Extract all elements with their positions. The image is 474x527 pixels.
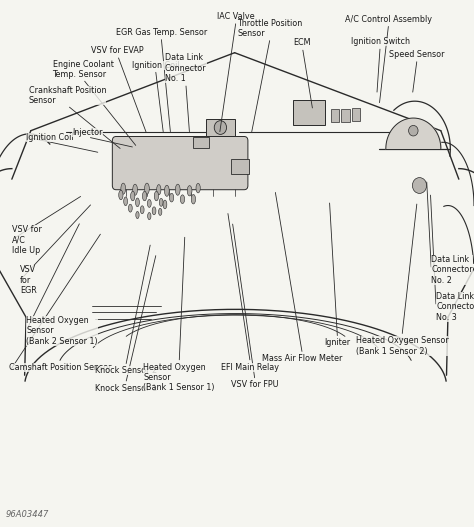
Text: Data Link
Connector
No. 3: Data Link Connector No. 3 [436,292,474,321]
FancyBboxPatch shape [112,136,248,190]
Bar [231,159,249,174]
Text: Crankshaft Position
Sensor: Crankshaft Position Sensor [28,86,106,105]
Ellipse shape [158,208,162,216]
Ellipse shape [196,183,200,193]
Text: Knock Sensor 1: Knock Sensor 1 [95,384,156,393]
Text: Engine Coolant
Temp. Sensor: Engine Coolant Temp. Sensor [53,60,113,79]
Ellipse shape [121,183,126,194]
Ellipse shape [133,184,137,195]
Text: Ignition Coil: Ignition Coil [132,61,179,70]
Text: Data Link
Connector
No. 2: Data Link Connector No. 2 [431,255,473,285]
Bar [206,119,235,136]
Bar [293,100,325,125]
Ellipse shape [145,183,149,194]
Ellipse shape [175,184,180,195]
Text: Knock Sensor 2: Knock Sensor 2 [94,366,157,375]
Ellipse shape [169,193,173,202]
Ellipse shape [148,212,151,220]
Text: IAC Valve: IAC Valve [217,12,255,21]
Ellipse shape [164,186,169,196]
Text: VSV for FPU: VSV for FPU [231,380,279,389]
Ellipse shape [136,211,139,219]
Text: A/C Control Assembly: A/C Control Assembly [345,15,432,24]
Ellipse shape [130,191,135,201]
Text: Heated Oxygen
Sensor
(Bank 2 Sensor 1): Heated Oxygen Sensor (Bank 2 Sensor 1) [26,316,98,346]
Circle shape [412,178,427,193]
Text: VSV
for
EGR: VSV for EGR [20,266,36,295]
Bar [193,137,209,148]
Text: Igniter: Igniter [324,338,351,347]
Ellipse shape [124,197,128,206]
Text: Throttle Position
Sensor: Throttle Position Sensor [237,18,303,38]
Ellipse shape [191,194,195,204]
Ellipse shape [118,190,123,200]
Text: Heated Oxygen Sensor
(Bank 1 Sensor 2): Heated Oxygen Sensor (Bank 1 Sensor 2) [356,336,448,356]
Text: 96A03447: 96A03447 [6,510,49,519]
Ellipse shape [187,186,192,196]
Text: EGR Gas Temp. Sensor: EGR Gas Temp. Sensor [116,28,207,37]
Text: ECM: ECM [294,38,311,47]
Ellipse shape [152,207,156,215]
Ellipse shape [180,195,185,203]
Ellipse shape [156,184,161,195]
Ellipse shape [163,200,167,209]
Text: VSV for EVAP: VSV for EVAP [91,46,144,55]
Ellipse shape [140,206,144,214]
Bar [352,108,360,121]
Text: EFI Main Relay: EFI Main Relay [221,363,279,372]
Ellipse shape [136,198,139,207]
Text: Speed Sensor: Speed Sensor [389,50,445,59]
Bar [331,109,339,122]
Text: Camshaft Position Sensor: Camshaft Position Sensor [9,363,112,372]
Text: Heated Oxygen
Sensor
(Bank 1 Sensor 1): Heated Oxygen Sensor (Bank 1 Sensor 1) [144,363,215,393]
Ellipse shape [128,204,132,212]
Text: Ignition Coil: Ignition Coil [26,132,73,142]
Ellipse shape [147,200,151,207]
Bar [341,109,350,122]
Ellipse shape [155,191,158,201]
Circle shape [214,121,227,134]
Text: Data Link
Connector
No. 1: Data Link Connector No. 1 [165,53,207,83]
Ellipse shape [159,199,163,206]
Text: Ignition Switch: Ignition Switch [351,37,410,46]
Ellipse shape [142,191,147,201]
Text: Mass Air Flow Meter: Mass Air Flow Meter [262,354,343,363]
Circle shape [409,125,418,136]
Text: VSV for
A/C
Idle Up: VSV for A/C Idle Up [12,225,42,255]
Text: Injector: Injector [73,128,103,137]
